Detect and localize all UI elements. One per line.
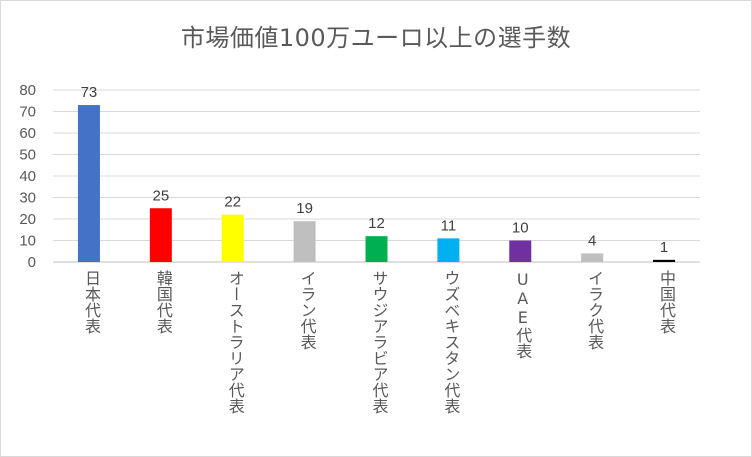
y-tick-label: 10 bbox=[19, 233, 36, 250]
y-tick-label: 70 bbox=[19, 104, 36, 121]
bar bbox=[581, 253, 604, 262]
category-label: イラン代表 bbox=[297, 270, 317, 350]
bar bbox=[653, 259, 676, 262]
data-label: 19 bbox=[296, 200, 313, 217]
y-tick-label: 60 bbox=[19, 125, 36, 142]
bar bbox=[293, 221, 316, 262]
chart-title: 市場価値100万ユーロ以上の選手数 bbox=[180, 24, 572, 52]
y-tick-label: 30 bbox=[19, 190, 36, 207]
category-label: オーストラリア代表 bbox=[225, 270, 245, 414]
data-label: 10 bbox=[512, 220, 529, 237]
bar bbox=[149, 208, 172, 262]
data-label: 22 bbox=[224, 194, 241, 211]
category-label: 韓国代表 bbox=[153, 270, 173, 334]
y-tick-label: 40 bbox=[19, 168, 36, 185]
category-label: イラク代表 bbox=[585, 270, 605, 350]
bar bbox=[437, 238, 460, 262]
y-tick-label: 20 bbox=[19, 211, 36, 228]
data-label: 12 bbox=[368, 215, 385, 232]
bar bbox=[365, 236, 388, 262]
bar bbox=[509, 240, 532, 262]
category-label: サウジアラビア代表 bbox=[369, 270, 389, 414]
data-label: 73 bbox=[81, 84, 98, 101]
category-label: ウズベキスタン代表 bbox=[441, 270, 461, 414]
bar bbox=[221, 214, 244, 262]
data-label: 11 bbox=[441, 217, 457, 234]
bar bbox=[77, 105, 100, 262]
y-tick-label: 80 bbox=[19, 82, 36, 99]
category-label: UAE代表 bbox=[513, 270, 533, 359]
data-label: 4 bbox=[588, 232, 596, 249]
category-label: 日本代表 bbox=[81, 270, 101, 334]
y-tick-label: 0 bbox=[28, 254, 36, 271]
data-label: 1 bbox=[660, 239, 668, 256]
y-tick-label: 50 bbox=[19, 147, 36, 164]
data-label: 25 bbox=[152, 187, 169, 204]
category-label: 中国代表 bbox=[657, 270, 677, 334]
